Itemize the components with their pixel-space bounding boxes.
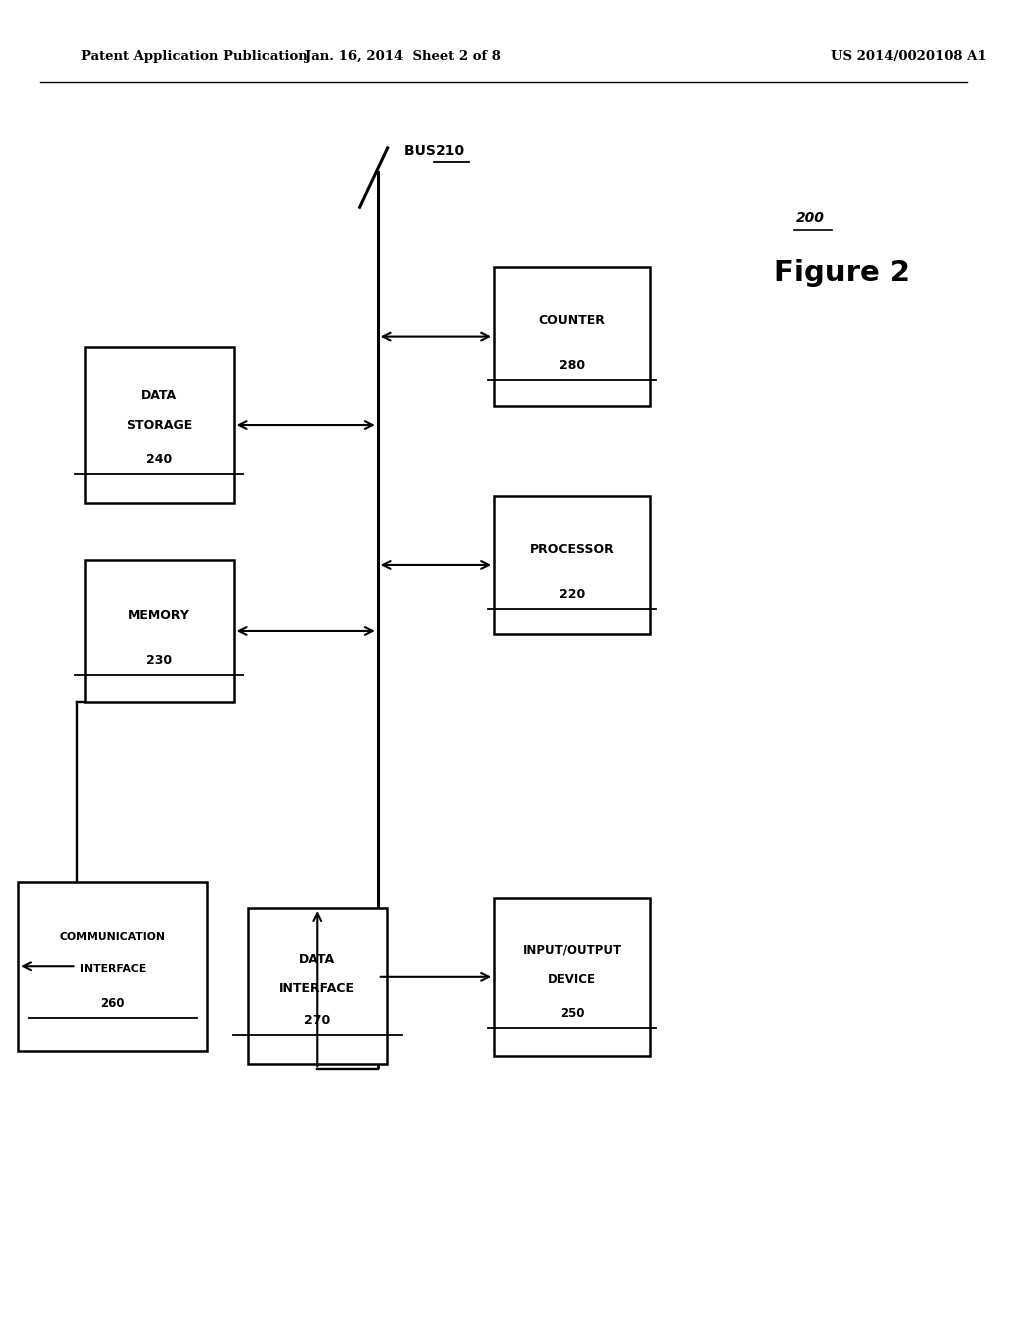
Text: 280: 280 xyxy=(559,359,585,372)
Bar xyxy=(494,267,650,407)
Bar xyxy=(85,560,233,702)
Bar xyxy=(494,898,650,1056)
Text: 250: 250 xyxy=(560,1007,585,1020)
Text: INPUT/OUTPUT: INPUT/OUTPUT xyxy=(522,944,622,957)
Text: 270: 270 xyxy=(304,1014,331,1027)
Text: Patent Application Publication: Patent Application Publication xyxy=(81,50,307,63)
Bar xyxy=(85,347,233,503)
Text: 260: 260 xyxy=(100,997,125,1010)
Text: INTERFACE: INTERFACE xyxy=(280,982,355,995)
Bar xyxy=(494,496,650,635)
Text: COMMUNICATION: COMMUNICATION xyxy=(59,932,166,942)
Text: INTERFACE: INTERFACE xyxy=(80,964,146,974)
Text: 230: 230 xyxy=(146,653,172,667)
Text: DATA: DATA xyxy=(299,953,335,966)
Text: DEVICE: DEVICE xyxy=(548,973,596,986)
Text: COUNTER: COUNTER xyxy=(539,314,605,327)
Text: MEMORY: MEMORY xyxy=(128,609,190,622)
Bar xyxy=(18,882,208,1051)
Text: 200: 200 xyxy=(796,211,824,224)
Text: 220: 220 xyxy=(559,587,586,601)
Bar xyxy=(248,908,387,1064)
Text: STORAGE: STORAGE xyxy=(126,418,193,432)
Text: BUS: BUS xyxy=(403,144,440,158)
Text: US 2014/0020108 A1: US 2014/0020108 A1 xyxy=(831,50,986,63)
Text: PROCESSOR: PROCESSOR xyxy=(529,543,614,556)
Text: Figure 2: Figure 2 xyxy=(773,259,909,288)
Text: 210: 210 xyxy=(436,144,465,158)
Text: DATA: DATA xyxy=(141,389,177,403)
Text: 240: 240 xyxy=(146,453,172,466)
Text: Jan. 16, 2014  Sheet 2 of 8: Jan. 16, 2014 Sheet 2 of 8 xyxy=(305,50,501,63)
